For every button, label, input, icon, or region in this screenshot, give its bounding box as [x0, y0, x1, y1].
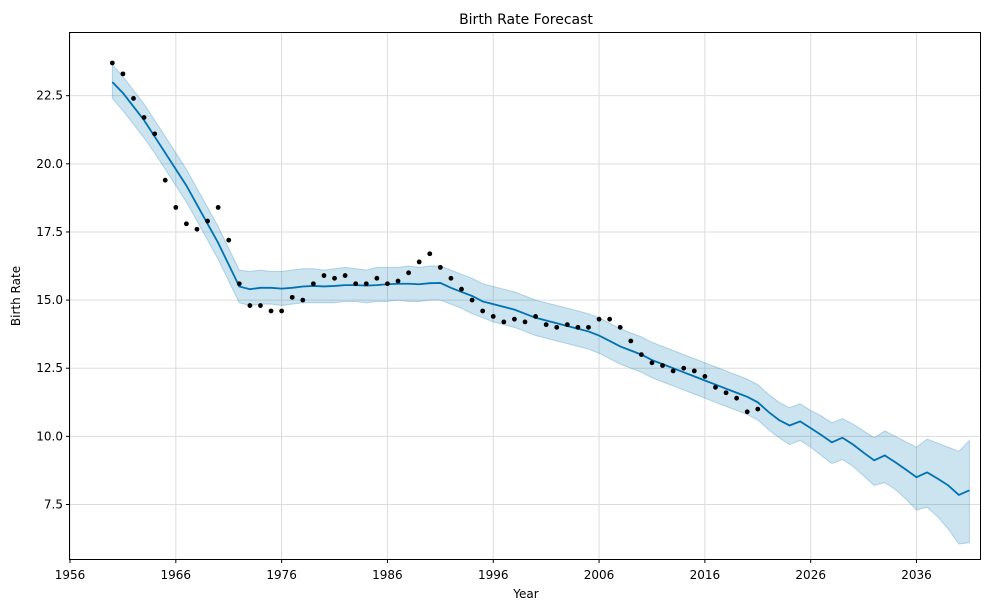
chart-title: Birth Rate Forecast	[459, 12, 593, 28]
observed-point	[755, 406, 761, 412]
observed-point	[131, 96, 136, 101]
observed-point	[427, 251, 433, 257]
observed-point	[109, 60, 115, 66]
observed-point	[173, 205, 179, 210]
observed-point	[554, 324, 560, 330]
observed-point	[300, 297, 306, 303]
x-tick-label: 1956	[55, 568, 86, 582]
y-tick-label: 20.0	[36, 157, 63, 171]
observed-point	[480, 308, 486, 314]
observed-point	[194, 226, 200, 232]
observed-point	[215, 205, 221, 210]
observed-point	[342, 273, 348, 278]
observed-point	[374, 275, 380, 281]
y-tick-label: 12.5	[36, 361, 63, 375]
observed-point	[258, 303, 263, 308]
observed-point	[522, 319, 528, 325]
observed-point	[564, 322, 570, 328]
observed-point	[437, 264, 443, 270]
observed-point	[459, 286, 464, 292]
y-axis-ticks: 7.5 10.0 12.5 15.0 17.5 20.0 22.5	[36, 89, 70, 511]
observed-point	[141, 115, 147, 120]
observed-point	[247, 303, 253, 308]
observed-point	[543, 322, 549, 328]
observed-points	[109, 60, 761, 415]
y-axis-label: Birth Rate	[9, 266, 23, 326]
observed-point	[586, 324, 591, 330]
x-tick-label: 2016	[690, 568, 721, 582]
observed-point	[617, 324, 623, 330]
observed-point	[723, 390, 729, 396]
observed-point	[501, 319, 507, 325]
uncertainty-interval-band	[111, 62, 970, 545]
observed-point	[744, 409, 750, 415]
observed-point	[395, 278, 401, 284]
forecast-line	[111, 81, 970, 497]
y-tick-label: 7.5	[44, 497, 63, 511]
observed-point	[363, 281, 369, 287]
plot-frame	[69, 32, 981, 560]
observed-point	[279, 308, 285, 314]
observed-point	[152, 131, 158, 137]
observed-point	[236, 281, 242, 287]
observed-point	[670, 368, 676, 374]
x-tick-label: 2006	[584, 568, 615, 582]
y-tick-label: 22.5	[36, 89, 63, 103]
observed-point	[512, 316, 517, 322]
observed-point	[416, 259, 422, 265]
observed-point	[734, 395, 740, 401]
observed-point	[533, 314, 538, 319]
observed-point	[628, 338, 634, 344]
observed-point	[120, 71, 126, 77]
x-axis-label: Year	[512, 587, 538, 601]
observed-point	[596, 316, 602, 322]
grid	[69, 33, 980, 559]
observed-point	[660, 363, 665, 368]
x-tick-label: 1966	[161, 568, 192, 582]
observed-point	[575, 324, 581, 330]
observed-point	[406, 270, 412, 276]
observed-point	[385, 281, 390, 287]
observed-point	[310, 281, 316, 287]
observed-point	[448, 275, 454, 281]
observed-point	[469, 297, 475, 303]
observed-point	[183, 221, 189, 227]
observed-point	[205, 218, 210, 224]
observed-point	[490, 314, 496, 319]
y-tick-label: 17.5	[36, 225, 63, 239]
observed-point	[691, 368, 697, 374]
observed-point	[713, 384, 718, 390]
observed-point	[332, 275, 337, 281]
x-axis-ticks: 1956 1966 1976 1986 1996 2006 2016 2026 2036	[55, 559, 932, 582]
observed-point	[268, 308, 274, 314]
y-tick-label: 10.0	[36, 429, 63, 443]
x-tick-label: 1986	[372, 568, 403, 582]
x-tick-label: 1996	[478, 568, 509, 582]
observed-point	[649, 360, 655, 366]
observed-point	[162, 177, 168, 183]
x-tick-label: 2026	[795, 568, 826, 582]
y-tick-label: 15.0	[36, 293, 63, 307]
observed-point	[702, 373, 708, 379]
observed-point	[226, 237, 232, 243]
x-tick-label: 1976	[266, 568, 297, 582]
x-tick-label: 2036	[901, 568, 932, 582]
observed-point	[289, 294, 295, 300]
observed-point	[353, 281, 359, 287]
observed-point	[638, 352, 644, 357]
observed-point	[607, 316, 613, 322]
observed-point	[681, 365, 687, 371]
observed-point	[321, 273, 327, 278]
